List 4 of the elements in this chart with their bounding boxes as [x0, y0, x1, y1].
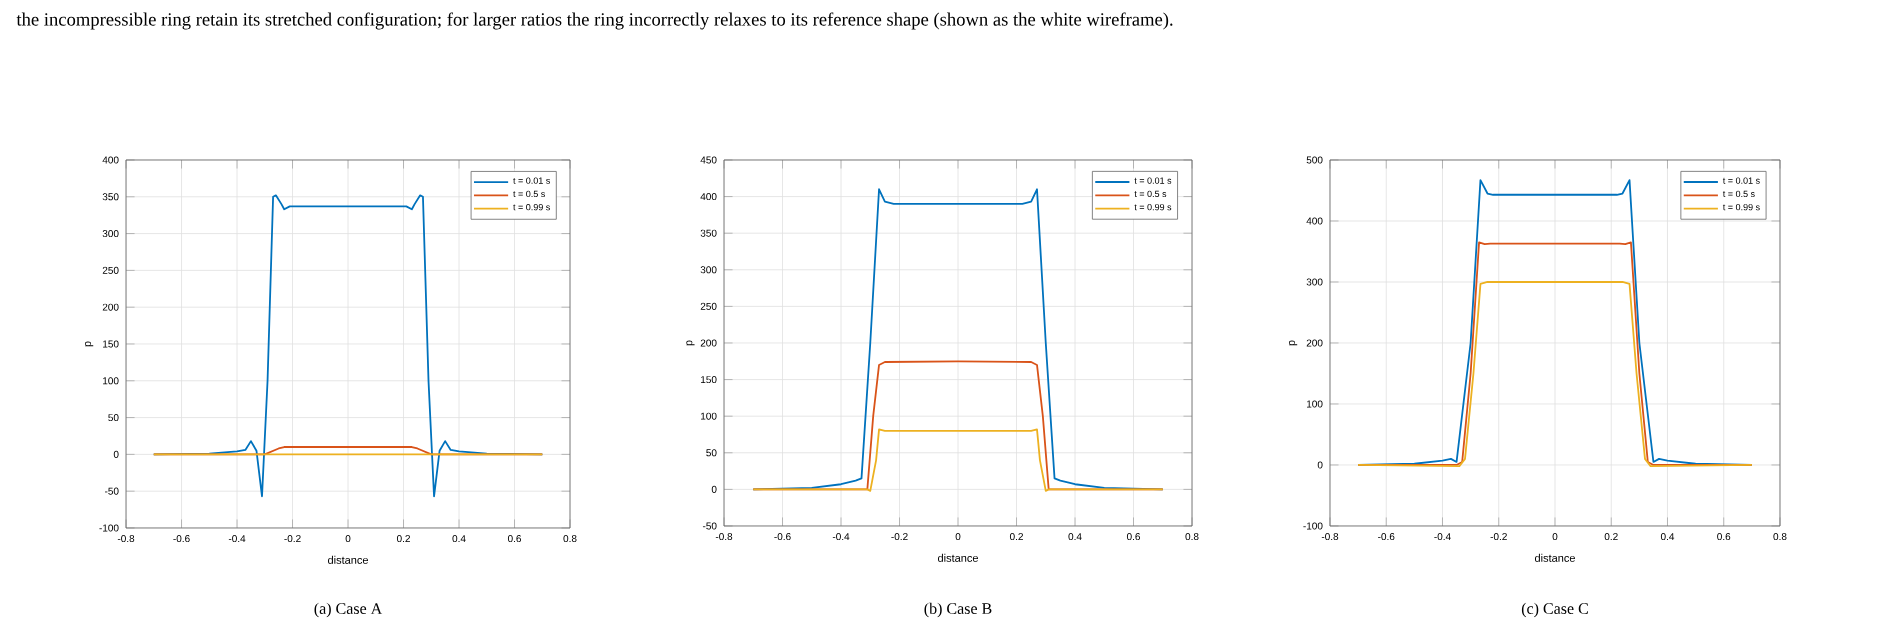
text: the incompressible ring retain its stretched configuration; for larger ratios the ring incorrectly relaxes to its reference shape (shown as the white wireframe).: [16, 12, 1173, 30]
text: (b) Case B: [924, 602, 992, 618]
text: (c) Case C: [1521, 602, 1588, 618]
text: (a) Case A: [314, 602, 383, 618]
